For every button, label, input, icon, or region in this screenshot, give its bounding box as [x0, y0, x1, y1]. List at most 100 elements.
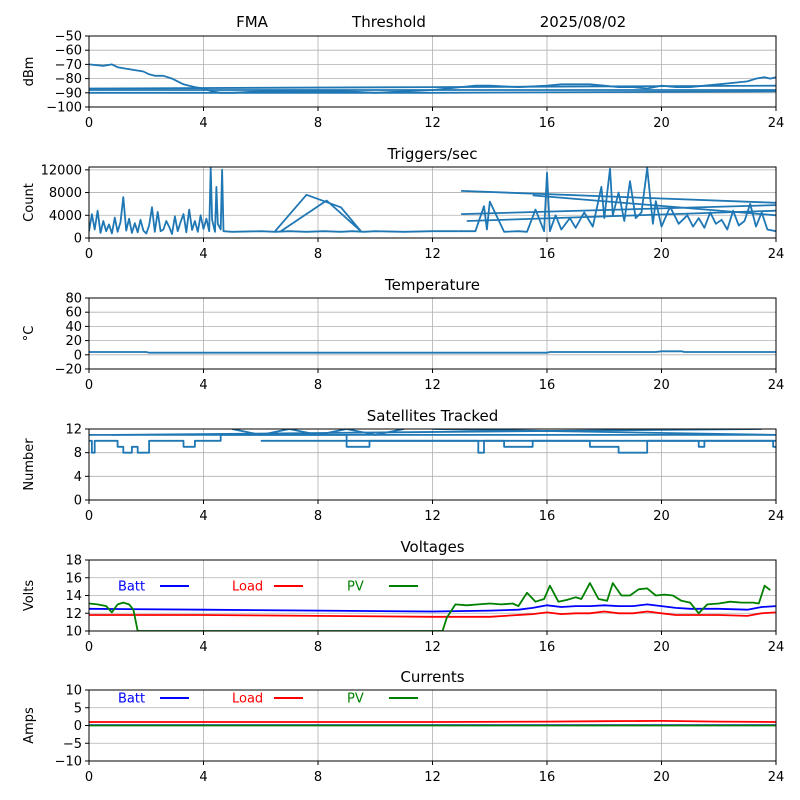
- panel-title: Voltages: [400, 538, 464, 556]
- y-tick-label: 0: [74, 232, 82, 247]
- panel-currents: 0 4 8 12 16 20 24 −10 −5 0 5 10 Currents Amps Batt Load…: [22, 668, 784, 785]
- y-tick-label: 4000: [49, 209, 82, 224]
- x-tick-label: 4: [199, 378, 207, 393]
- series-pv: [89, 582, 771, 631]
- panel-title: Satellites Tracked: [367, 407, 498, 425]
- y-axis-label: Volts: [22, 580, 37, 612]
- x-tick-label: 16: [539, 509, 556, 524]
- x-tick-label: 8: [314, 509, 322, 524]
- y-tick-label: 20: [65, 334, 82, 349]
- x-tick-label: 16: [539, 770, 556, 785]
- x-tick-label: 24: [768, 770, 785, 785]
- panel-title: Currents: [400, 668, 464, 686]
- y-tick-label: 18: [65, 554, 82, 569]
- x-tick-label: 24: [768, 378, 785, 393]
- series-group: [89, 720, 776, 727]
- panel-threshold: 0 4 8 12 16 20 24 −100−90−80−70−60−50 dBm: [22, 30, 784, 132]
- y-tick-label: 12000: [41, 163, 82, 178]
- x-tick-label: 0: [85, 770, 93, 785]
- panel-title: Temperature: [384, 276, 480, 294]
- x-tick-label: 24: [768, 509, 785, 524]
- x-tick-label: 12: [424, 378, 441, 393]
- x-tick-label: 12: [424, 247, 441, 262]
- series-line: [461, 204, 776, 215]
- series-line: [89, 90, 776, 94]
- y-tick-label: 16: [65, 571, 82, 586]
- legend-label-batt: Batt: [118, 580, 145, 595]
- series-line: [432, 429, 776, 436]
- legend-label-load: Load: [232, 692, 263, 707]
- y-tick-label: −80: [55, 72, 82, 87]
- series-line: [89, 84, 776, 90]
- y-axis-label: Count: [22, 183, 37, 222]
- x-tick-label: 0: [85, 378, 93, 393]
- series-line: [461, 190, 776, 204]
- y-tick-label: 60: [65, 306, 82, 321]
- y-tick-label: −60: [55, 44, 82, 59]
- y-tick-label: 12: [65, 423, 82, 438]
- x-tick-label: 0: [85, 509, 93, 524]
- y-tick-label: 8: [74, 446, 82, 461]
- x-tick-label: 16: [539, 640, 556, 655]
- x-tick-label: 0: [85, 640, 93, 655]
- y-tick-label: −20: [55, 363, 82, 378]
- x-tick-label: 16: [539, 247, 556, 262]
- series-line: [89, 167, 459, 235]
- x-tick-label: 8: [314, 640, 322, 655]
- series-line: [458, 167, 776, 233]
- x-tick-label: 20: [653, 247, 670, 262]
- x-tick-label: 4: [199, 640, 207, 655]
- y-tick-label: 14: [65, 589, 82, 604]
- header-right: 2025/08/02: [540, 13, 626, 31]
- x-tick-label: 12: [424, 640, 441, 655]
- panel-title: Triggers/sec: [387, 145, 478, 163]
- y-tick-label: −50: [55, 30, 82, 45]
- y-tick-label: 5: [74, 701, 82, 716]
- series-load: [89, 720, 776, 723]
- x-tick-label: 20: [653, 509, 670, 524]
- x-tick-label: 0: [85, 247, 93, 262]
- series-group: [89, 167, 776, 235]
- x-tick-label: 24: [768, 116, 785, 131]
- series-group: [89, 582, 776, 631]
- y-tick-label: −100: [46, 101, 82, 116]
- x-tick-label: 20: [653, 770, 670, 785]
- header-center: Threshold: [351, 13, 426, 31]
- series-line: [89, 63, 776, 94]
- y-tick-label: 4: [74, 470, 82, 485]
- series-group: [89, 350, 776, 354]
- x-tick-label: 4: [199, 116, 207, 131]
- y-tick-label: 12: [65, 607, 82, 622]
- header-left: FMA: [236, 13, 269, 31]
- y-axis-label: °C: [22, 326, 37, 342]
- legend-label-batt: Batt: [118, 692, 145, 707]
- series-line: [89, 433, 776, 454]
- y-tick-label: 40: [65, 320, 82, 335]
- x-tick-label: 4: [199, 247, 207, 262]
- y-tick-label: 80: [65, 292, 82, 307]
- figure-header: FMA Threshold 2025/08/02: [236, 13, 626, 31]
- legend-label-pv: PV: [347, 580, 364, 595]
- y-tick-label: 0: [74, 494, 82, 509]
- series-group: [89, 429, 776, 454]
- x-tick-label: 8: [314, 770, 322, 785]
- x-tick-label: 12: [424, 770, 441, 785]
- legend-label-pv: PV: [347, 692, 364, 707]
- y-tick-label: −90: [55, 86, 82, 101]
- x-tick-label: 24: [768, 247, 785, 262]
- series-load: [89, 610, 776, 618]
- x-tick-label: 8: [314, 378, 322, 393]
- series-line: [274, 193, 362, 233]
- x-tick-label: 16: [539, 378, 556, 393]
- y-tick-label: −70: [55, 58, 82, 73]
- series-line: [111, 429, 762, 436]
- y-tick-label: 8000: [49, 186, 82, 201]
- x-tick-label: 4: [199, 509, 207, 524]
- panel-voltages: 0 4 8 12 16 20 24 10 12 14 16 18 Voltages Volts Batt Lo…: [22, 538, 784, 655]
- x-tick-label: 12: [424, 116, 441, 131]
- y-tick-label: 0: [74, 348, 82, 363]
- y-tick-label: 0: [74, 719, 82, 734]
